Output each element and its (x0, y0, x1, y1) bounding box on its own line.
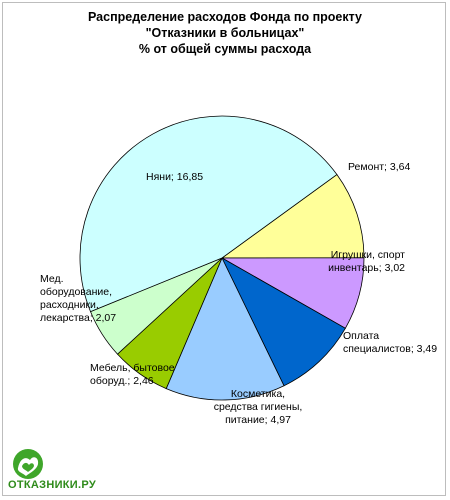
slice-label-6: Няни; 16,85 (146, 171, 203, 183)
slice-label-4: Мебель, бытовое оборуд.; 2,46 (90, 362, 175, 387)
slice-label-2: Оплата специалистов; 3,49 (343, 330, 437, 355)
slice-label-5: Мед. оборудование, расходники, лекарства; 2… (40, 273, 116, 324)
pie-slice-2 (221, 257, 346, 387)
slice-label-3: Косметика, средства гигиены, питание; 4,97 (214, 388, 303, 426)
pie-slice-0 (220, 173, 365, 259)
logo-text: ОТКАЗНИКИ.РУ (8, 479, 96, 491)
slice-label-0: Ремонт; 3,64 (348, 161, 410, 173)
slice-label-1: Игрушки, спорт инвентарь; 3,02 (328, 249, 405, 274)
hands-heart-logo-icon (13, 449, 43, 479)
chart-title: Распределение расходов Фонда по проекту … (0, 9, 450, 57)
pie-slice-3 (165, 257, 285, 401)
chart-title-line-1: Распределение расходов Фонда по проекту (88, 10, 362, 24)
chart-title-line-3: % от общей суммы расхода (138, 42, 312, 56)
chart-title-line-2: "Отказники в больницах" (145, 26, 305, 40)
pie-slice-6 (79, 115, 338, 313)
chart-frame (2, 2, 446, 496)
